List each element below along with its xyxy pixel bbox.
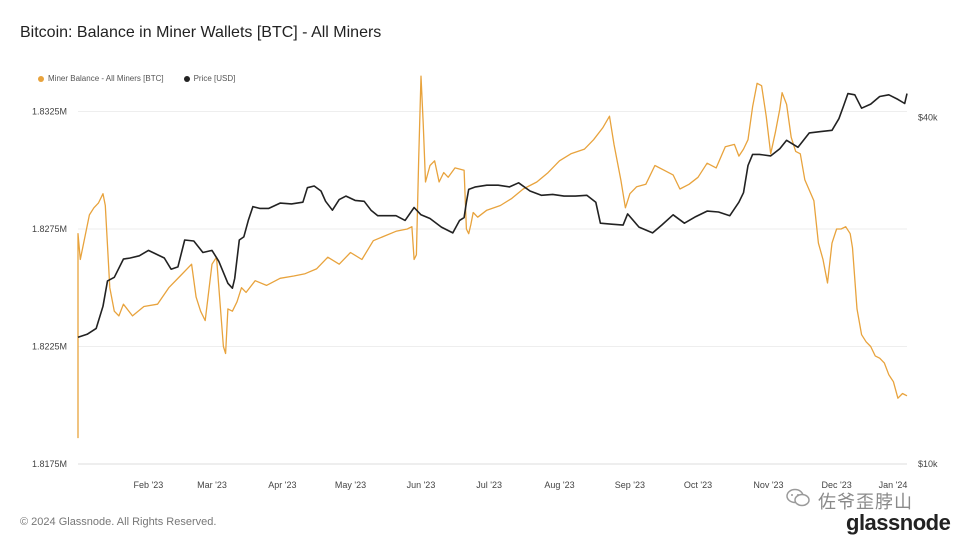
- x-tick-label: Apr '23: [268, 480, 296, 490]
- x-tick-label: Aug '23: [544, 480, 574, 490]
- y-left-tick-label: 1.8275M: [32, 224, 67, 234]
- legend-label-price: Price [USD]: [193, 74, 236, 83]
- x-tick-label: Jul '23: [476, 480, 502, 490]
- x-tick-label: Dec '23: [821, 480, 851, 490]
- legend-dot-icon: [183, 75, 190, 82]
- x-tick-label: Sep '23: [615, 480, 645, 490]
- legend-label-miner-balance: Miner Balance - All Miners [BTC]: [48, 74, 164, 83]
- x-tick-label: Feb '23: [134, 480, 164, 490]
- y-left-tick-label: 1.8325M: [32, 107, 67, 117]
- x-tick-label: Mar '23: [197, 480, 227, 490]
- legend-item-miner-balance[interactable]: Miner Balance - All Miners [BTC]: [38, 74, 164, 83]
- legend-dot-icon: [38, 75, 44, 82]
- x-tick-label: May '23: [335, 480, 366, 490]
- x-tick-label: Jun '23: [407, 480, 436, 490]
- series-line-price: [77, 92, 908, 339]
- legend: Miner Balance - All Miners [BTC] Price […: [38, 74, 235, 83]
- brand-logo: glassnode: [846, 510, 951, 535]
- legend-item-price[interactable]: Price [USD]: [183, 74, 236, 83]
- y-left-tick-label: 1.8225M: [32, 342, 67, 352]
- series-line-miner-balance: [77, 75, 908, 439]
- chart-title: Bitcoin: Balance in Miner Wallets [BTC] …: [20, 24, 382, 41]
- x-tick-label: Jan '24: [879, 480, 908, 490]
- y-right-tick-label: $10k: [918, 459, 938, 469]
- watermark-text: 佐爷歪脖山: [818, 492, 913, 512]
- wechat-logo-icon: [786, 488, 810, 507]
- y-left-tick-label: 1.8175M: [32, 459, 67, 469]
- x-tick-label: Oct '23: [684, 480, 712, 490]
- x-tick-label: Nov '23: [753, 480, 783, 490]
- copyright-footer: © 2024 Glassnode. All Rights Reserved.: [20, 516, 217, 528]
- y-right-tick-label: $40k: [918, 112, 938, 122]
